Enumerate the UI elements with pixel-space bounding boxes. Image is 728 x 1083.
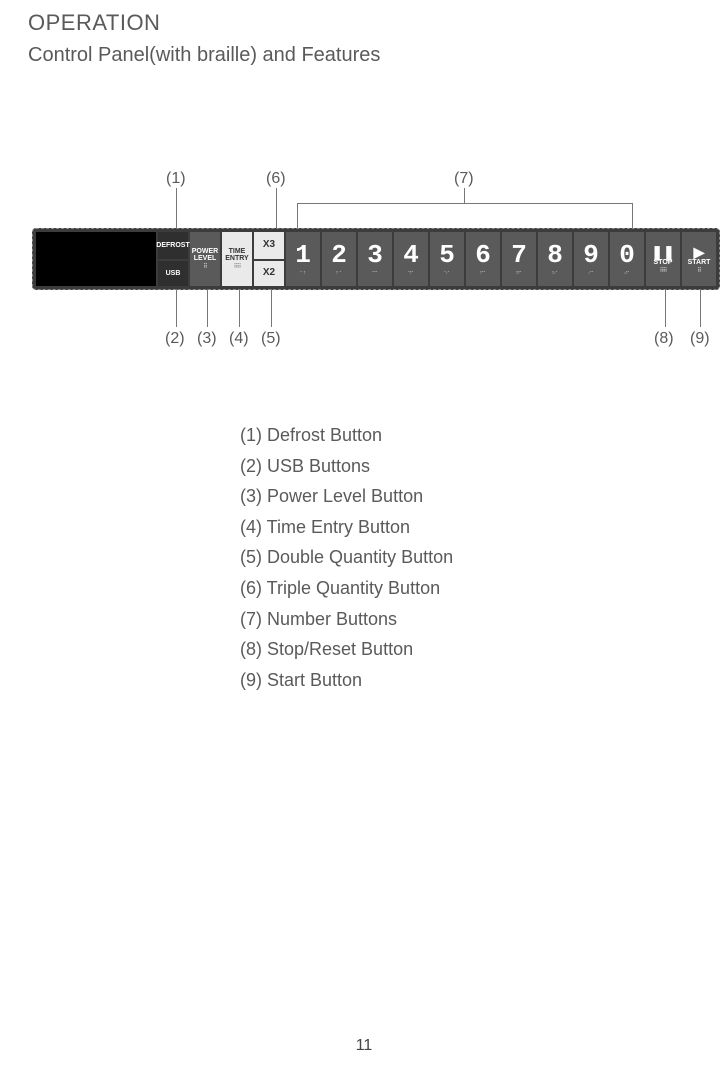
braille-dots: ⠂⠆: [300, 269, 307, 276]
callout-5: (5): [261, 330, 281, 348]
braille-dots: ⠢⠂: [444, 269, 451, 276]
braille-dots: ⠿: [203, 264, 206, 270]
legend-item: (8) Stop/Reset Button: [240, 634, 453, 665]
defrost-button[interactable]: DEFROST: [158, 232, 188, 259]
legend-item: (1) Defrost Button: [240, 420, 453, 451]
callout-3: (3): [197, 330, 217, 348]
legend-item: (3) Power Level Button: [240, 481, 453, 512]
braille-dots: ⠶⠂: [516, 269, 523, 276]
callout-8: (8): [654, 330, 674, 348]
braille-dots: ⠔⠂: [588, 269, 595, 276]
defrost-usb-column: DEFROST USB: [158, 232, 188, 286]
control-panel: DEFROST USB POWER LEVEL ⠿ TIME ENTRY ⠿⠿: [32, 228, 720, 290]
callout-6: (6): [266, 170, 286, 188]
braille-dots: ⠒⠂: [372, 269, 379, 276]
page-title: OPERATION: [28, 10, 380, 36]
start-button[interactable]: ▶ START ⠿: [682, 232, 716, 286]
page-subtitle: Control Panel(with braille) and Features: [28, 44, 380, 67]
leader-line: [207, 289, 208, 327]
leader-line: [276, 188, 277, 228]
leader-line: [239, 289, 240, 327]
leader-line: [176, 188, 177, 228]
callout-4: (4): [229, 330, 249, 348]
callout-2: (2): [165, 330, 185, 348]
usb-button[interactable]: USB: [158, 259, 188, 286]
power-level-button[interactable]: POWER LEVEL ⠿: [190, 232, 220, 286]
callout-9: (9): [690, 330, 710, 348]
legend-item: (9) Start Button: [240, 665, 453, 696]
leader-line: [271, 289, 272, 327]
braille-dots: ⠿⠿: [234, 264, 241, 270]
quantity-column: X3 X2: [254, 232, 284, 286]
legend-item: (6) Triple Quantity Button: [240, 573, 453, 604]
number-1-button[interactable]: 1⠂⠆: [286, 232, 320, 286]
x3-button[interactable]: X3: [254, 232, 284, 259]
play-icon: ▶: [694, 245, 705, 259]
braille-dots: ⠦⠂: [552, 269, 559, 276]
stop-button[interactable]: ❚❚ STOP ⠿⠿: [646, 232, 680, 286]
callout-1: (1): [166, 170, 186, 188]
leader-line: [665, 289, 666, 327]
number-4-button[interactable]: 4⠲⠂: [394, 232, 428, 286]
number-7-button[interactable]: 7⠶⠂: [502, 232, 536, 286]
leader-line: [464, 188, 465, 203]
legend-item: (2) USB Buttons: [240, 451, 453, 482]
braille-dots: ⠴⠂: [624, 269, 631, 276]
legend-item: (4) Time Entry Button: [240, 512, 453, 543]
braille-dots: ⠖⠂: [480, 269, 487, 276]
bracket: [297, 203, 632, 204]
number-3-button[interactable]: 3⠒⠂: [358, 232, 392, 286]
time-entry-button[interactable]: TIME ENTRY ⠿⠿: [222, 232, 252, 286]
x2-button[interactable]: X2: [254, 259, 284, 286]
number-9-button[interactable]: 9⠔⠂: [574, 232, 608, 286]
legend-item: (5) Double Quantity Button: [240, 542, 453, 573]
braille-dots: ⠿⠿: [660, 267, 667, 274]
braille-dots: ⠲⠂: [408, 269, 415, 276]
braille-dots: ⠆⠂: [336, 269, 343, 276]
leader-line: [176, 289, 177, 327]
number-0-button[interactable]: 0⠴⠂: [610, 232, 644, 286]
bracket: [632, 203, 633, 228]
display-screen: [36, 232, 156, 286]
pause-icon: ❚❚: [651, 245, 674, 259]
page-number: 11: [0, 1037, 728, 1055]
number-2-button[interactable]: 2⠆⠂: [322, 232, 356, 286]
legend-item: (7) Number Buttons: [240, 604, 453, 635]
braille-dots: ⠿: [697, 267, 700, 274]
legend-list: (1) Defrost Button (2) USB Buttons (3) P…: [240, 420, 453, 695]
callout-7: (7): [454, 170, 474, 188]
number-5-button[interactable]: 5⠢⠂: [430, 232, 464, 286]
leader-line: [700, 289, 701, 327]
number-6-button[interactable]: 6⠖⠂: [466, 232, 500, 286]
bracket: [297, 203, 298, 228]
number-8-button[interactable]: 8⠦⠂: [538, 232, 572, 286]
